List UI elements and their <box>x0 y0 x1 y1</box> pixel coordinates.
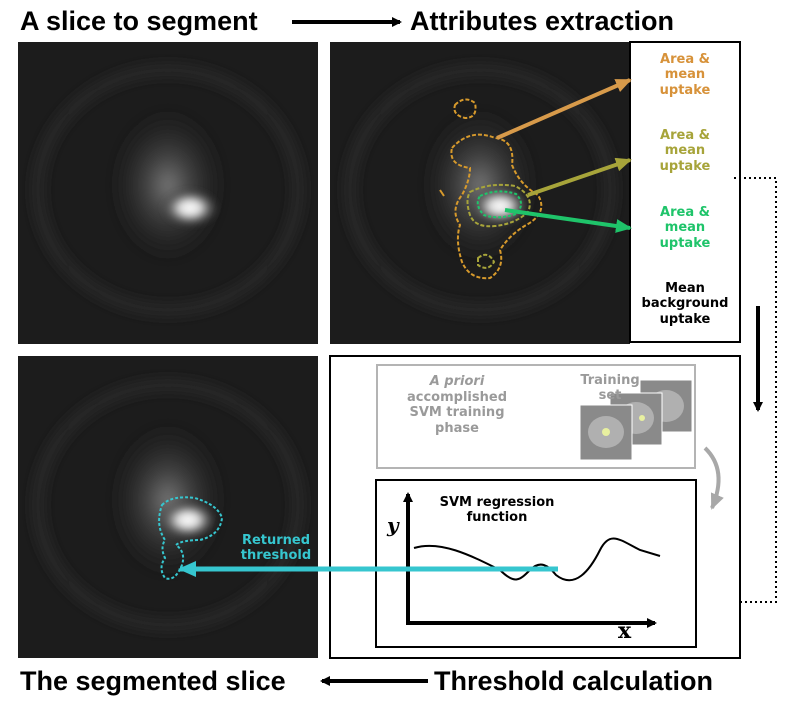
arrow-inner-area <box>504 208 632 233</box>
attributes-box <box>629 41 741 343</box>
svm-box <box>375 479 697 648</box>
title-segmented-slice: The segmented slice <box>20 666 286 696</box>
arrow-mid-area <box>527 157 632 197</box>
title-slice-to-segment: A slice to segment <box>20 6 258 36</box>
pet-slice-original <box>18 42 318 344</box>
contour-inner <box>476 190 522 219</box>
dotted-connector <box>555 177 777 603</box>
training-set-thumbnails <box>579 379 693 461</box>
label-area-outer: Area & mean uptake <box>659 52 711 98</box>
label-x-axis: x <box>618 618 632 644</box>
label-area-inner: Area & mean uptake <box>659 205 711 251</box>
contour-outer <box>450 133 543 280</box>
label-area-mid: Area & mean uptake <box>659 128 711 174</box>
label-returned-threshold: Returned threshold <box>240 533 312 564</box>
contour-result <box>158 496 224 580</box>
title-threshold-calculation: Threshold calculation <box>434 666 714 696</box>
pet-slice-attributes <box>330 42 630 344</box>
svm-regression-curve <box>413 537 661 582</box>
label-background: Mean background uptake <box>641 281 729 327</box>
title-attributes-extraction: Attributes extraction <box>410 6 675 36</box>
label-svm-function: SVM regression function <box>439 495 555 526</box>
label-training-phase: accomplished SVM training phase <box>407 390 507 436</box>
label-training-set: Training set <box>580 373 640 404</box>
pet-slice-segmented <box>18 356 318 658</box>
arrow-training-to-svm <box>703 446 724 510</box>
label-y-axis: y <box>387 513 399 537</box>
arrow-outer-area <box>496 78 632 140</box>
label-a-priori: A priori <box>429 374 485 389</box>
contour-mid <box>466 183 531 228</box>
